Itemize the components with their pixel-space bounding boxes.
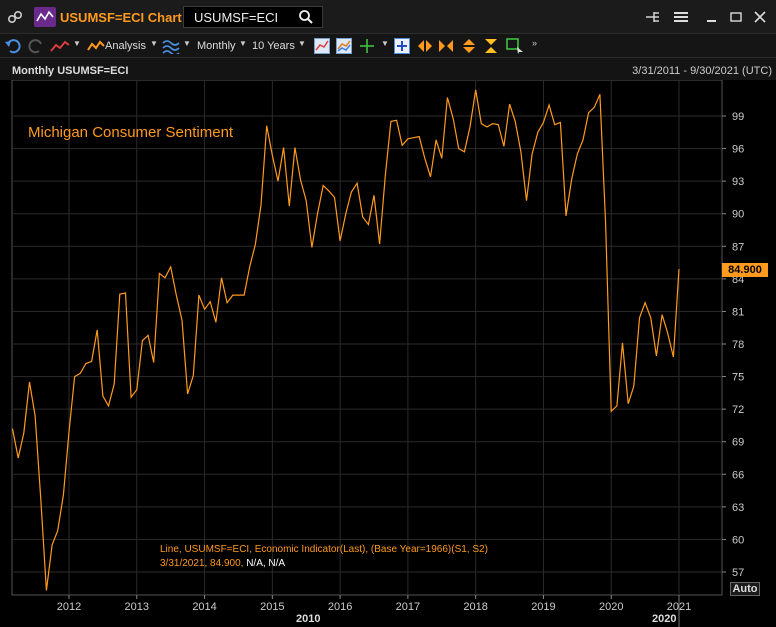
chart-style-icon[interactable] — [314, 38, 330, 54]
y-tick-label: 75 — [732, 372, 744, 384]
compress-horizontal-icon[interactable] — [438, 38, 454, 54]
more-icon[interactable]: » — [532, 38, 538, 48]
chart-header: Monthly USUMSF=ECI 3/31/2011 - 9/30/2021… — [0, 58, 776, 80]
redo-icon[interactable] — [27, 38, 45, 54]
chevron-down-icon[interactable]: ▼ — [150, 39, 158, 48]
range-select[interactable]: 10 Years — [252, 40, 295, 52]
y-tick-label: 78 — [732, 339, 744, 351]
x-sublabel-2010: 2010 — [296, 613, 321, 625]
chevron-down-icon[interactable]: ▼ — [381, 39, 389, 48]
minimize-icon[interactable] — [704, 10, 720, 24]
x-tick-label: 2016 — [328, 601, 352, 613]
x-tick-label: 2020 — [599, 601, 623, 613]
series-legend-name: Michigan Consumer Sentiment — [28, 124, 234, 141]
chart-title: Monthly USUMSF=ECI — [12, 65, 129, 77]
y-tick-label: 66 — [732, 469, 744, 481]
last-value-badge: 84.900 — [722, 263, 768, 277]
search-icon[interactable] — [298, 9, 314, 25]
undo-icon[interactable] — [4, 38, 22, 54]
x-tick-label: 2018 — [463, 601, 487, 613]
close-icon[interactable] — [752, 10, 768, 24]
x-tick-label: 2017 — [396, 601, 420, 613]
x-tick-label: 2013 — [125, 601, 149, 613]
x-tick-label: 2019 — [531, 601, 555, 613]
analysis-menu[interactable]: Analysis — [105, 40, 146, 52]
overlay-icon[interactable] — [162, 38, 180, 54]
auto-scale-button[interactable]: Auto — [730, 582, 760, 596]
date-range: 3/31/2011 - 9/30/2021 (UTC) — [632, 65, 772, 77]
series-line — [11, 89, 680, 591]
line-chart-icon[interactable] — [50, 38, 70, 54]
y-tick-label: 63 — [732, 502, 744, 514]
select-zoom-icon[interactable] — [506, 38, 524, 54]
analysis-icon[interactable] — [87, 38, 105, 54]
series-na-text: N/A, N/A — [246, 558, 286, 569]
x-tick-label: 2015 — [260, 601, 284, 613]
series-last-value-line: 3/31/2021, 84.900, N/A, N/A — [160, 558, 285, 569]
symbol-search-input[interactable] — [183, 6, 323, 28]
title-bar: USUMSF=ECI Chart — [0, 0, 776, 34]
chevron-down-icon[interactable]: ▼ — [298, 39, 306, 48]
y-tick-label: 72 — [732, 404, 744, 416]
y-tick-label: 60 — [732, 534, 744, 546]
menu-icon[interactable] — [673, 10, 689, 24]
y-tick-label: 87 — [732, 241, 744, 253]
y-tick-label: 81 — [732, 306, 744, 318]
link-icon[interactable] — [6, 8, 24, 26]
y-tick-label: 96 — [732, 144, 744, 156]
interval-select[interactable]: Monthly — [197, 40, 236, 52]
window-title: USUMSF=ECI Chart — [60, 10, 182, 25]
x-tick-label: 2014 — [192, 601, 216, 613]
x-sublabel-2020: 2020 — [652, 613, 677, 625]
crosshair-icon[interactable] — [358, 38, 376, 54]
maximize-icon[interactable] — [728, 10, 744, 24]
series-info-line: Line, USUMSF=ECI, Economic Indicator(Las… — [160, 544, 488, 555]
scroll-vertical-icon[interactable] — [461, 38, 477, 54]
tree-icon[interactable] — [644, 10, 660, 24]
y-tick-label: 69 — [732, 437, 744, 449]
compress-vertical-icon[interactable] — [483, 38, 499, 54]
chevron-down-icon[interactable]: ▼ — [73, 39, 81, 48]
zoom-in-icon[interactable] — [394, 38, 410, 54]
x-tick-label: 2012 — [57, 601, 81, 613]
plot-area — [11, 80, 723, 596]
y-tick-label: 93 — [732, 176, 744, 188]
chart-app-icon — [34, 7, 56, 27]
chevron-down-icon[interactable]: ▼ — [183, 39, 191, 48]
series-last-value-text: 3/31/2021, 84.900, — [160, 558, 247, 569]
compare-icon[interactable] — [336, 38, 352, 54]
scroll-horizontal-icon[interactable] — [417, 38, 433, 54]
y-tick-label: 90 — [732, 209, 744, 221]
chart-toolbar: ▼ Analysis ▼ ▼ Monthly ▼ 10 Years ▼ ▼ — [0, 34, 776, 58]
y-tick-label: 99 — [732, 111, 744, 123]
y-tick-label: 57 — [732, 567, 744, 579]
chevron-down-icon[interactable]: ▼ — [239, 39, 247, 48]
